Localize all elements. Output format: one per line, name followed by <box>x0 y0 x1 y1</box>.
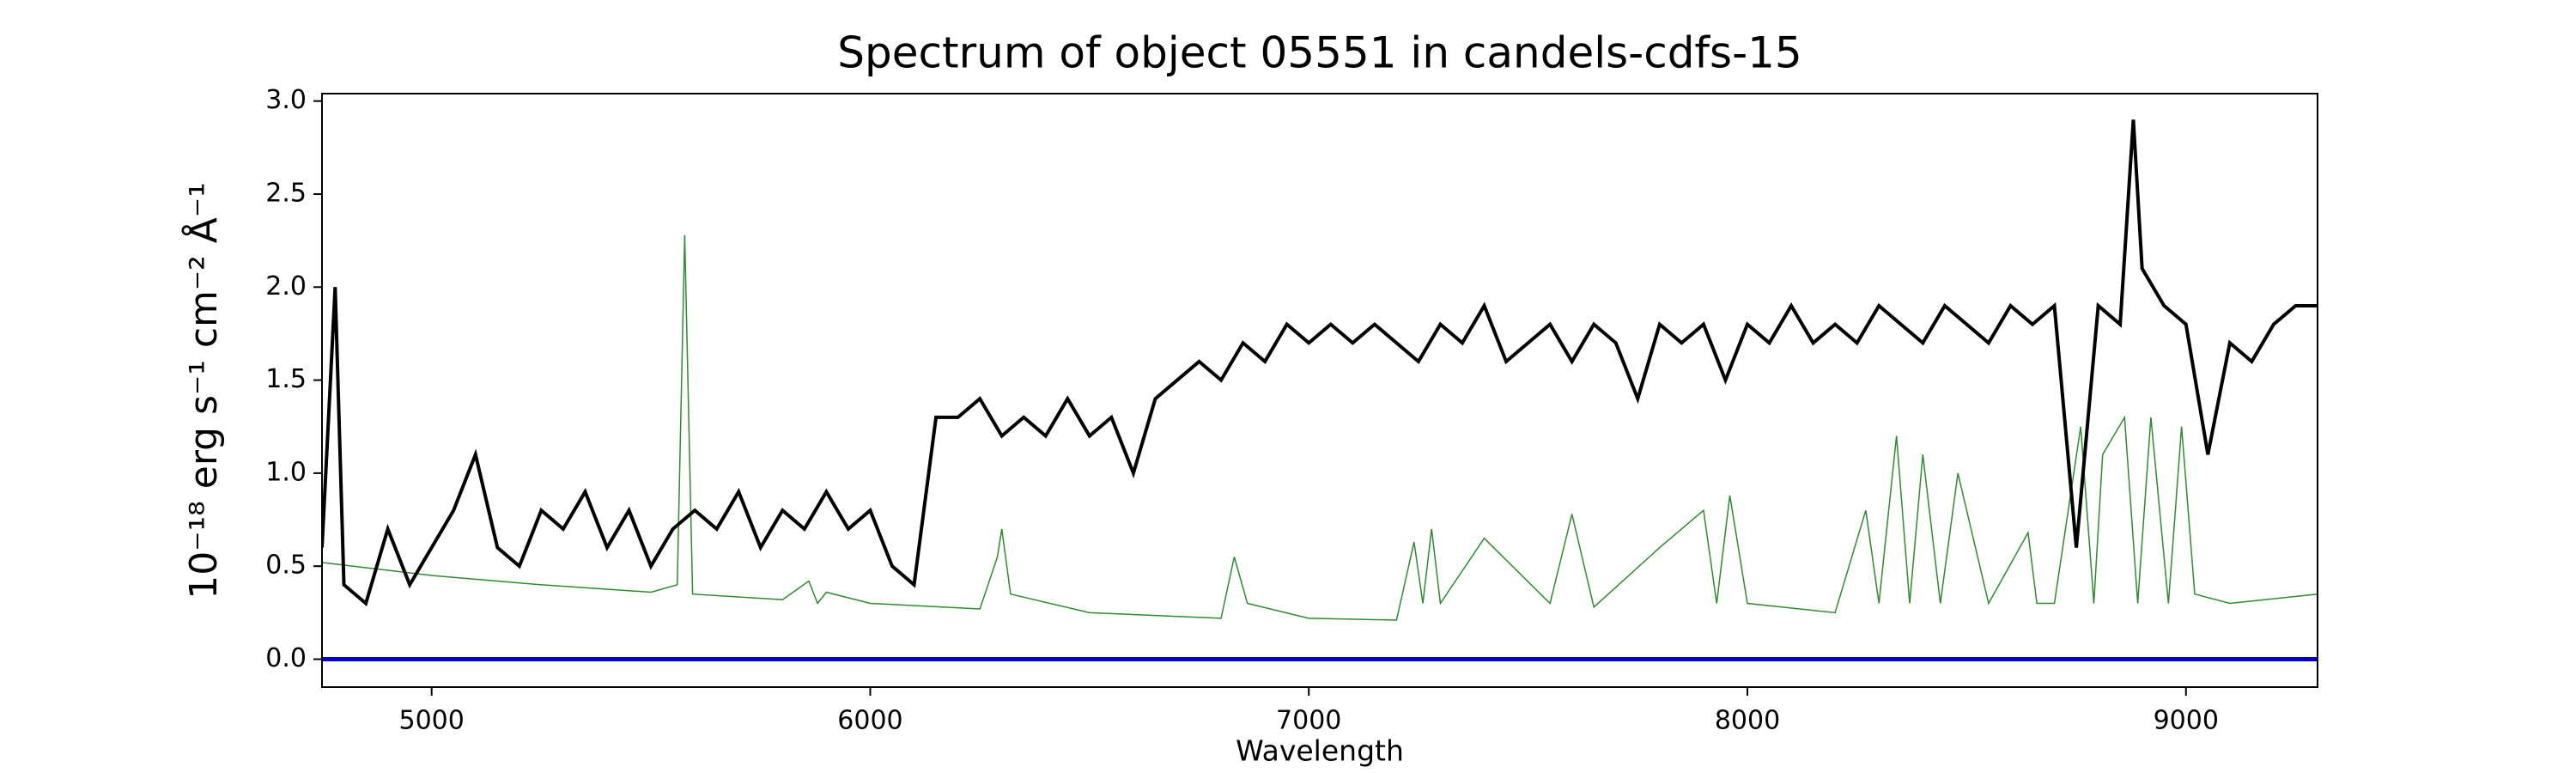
y-tick-label: 2.5 <box>265 178 307 208</box>
y-tick-label: 1.5 <box>265 364 307 394</box>
chart-title: Spectrum of object 05551 in candels-cdfs… <box>837 28 1802 78</box>
x-tick-label: 8000 <box>1715 706 1780 736</box>
y-axis-label: 10⁻¹⁸ erg s⁻¹ cm⁻² Å⁻¹ <box>180 182 226 599</box>
x-tick-label: 7000 <box>1276 706 1341 736</box>
y-tick-label: 2.0 <box>265 271 307 301</box>
plot-frame <box>321 93 2318 688</box>
series-line <box>322 119 2318 607</box>
series-line <box>322 234 2318 621</box>
y-tick-label: 0.5 <box>265 551 307 581</box>
x-tick-label: 5000 <box>399 706 465 736</box>
y-tick-label: 1.0 <box>265 457 307 487</box>
y-tick-label: 3.0 <box>265 85 307 115</box>
x-axis-label: Wavelength <box>1236 734 1404 768</box>
x-tick-label: 6000 <box>837 706 902 736</box>
x-tick-label: 9000 <box>2154 706 2219 736</box>
y-tick-label: 0.0 <box>265 643 307 673</box>
